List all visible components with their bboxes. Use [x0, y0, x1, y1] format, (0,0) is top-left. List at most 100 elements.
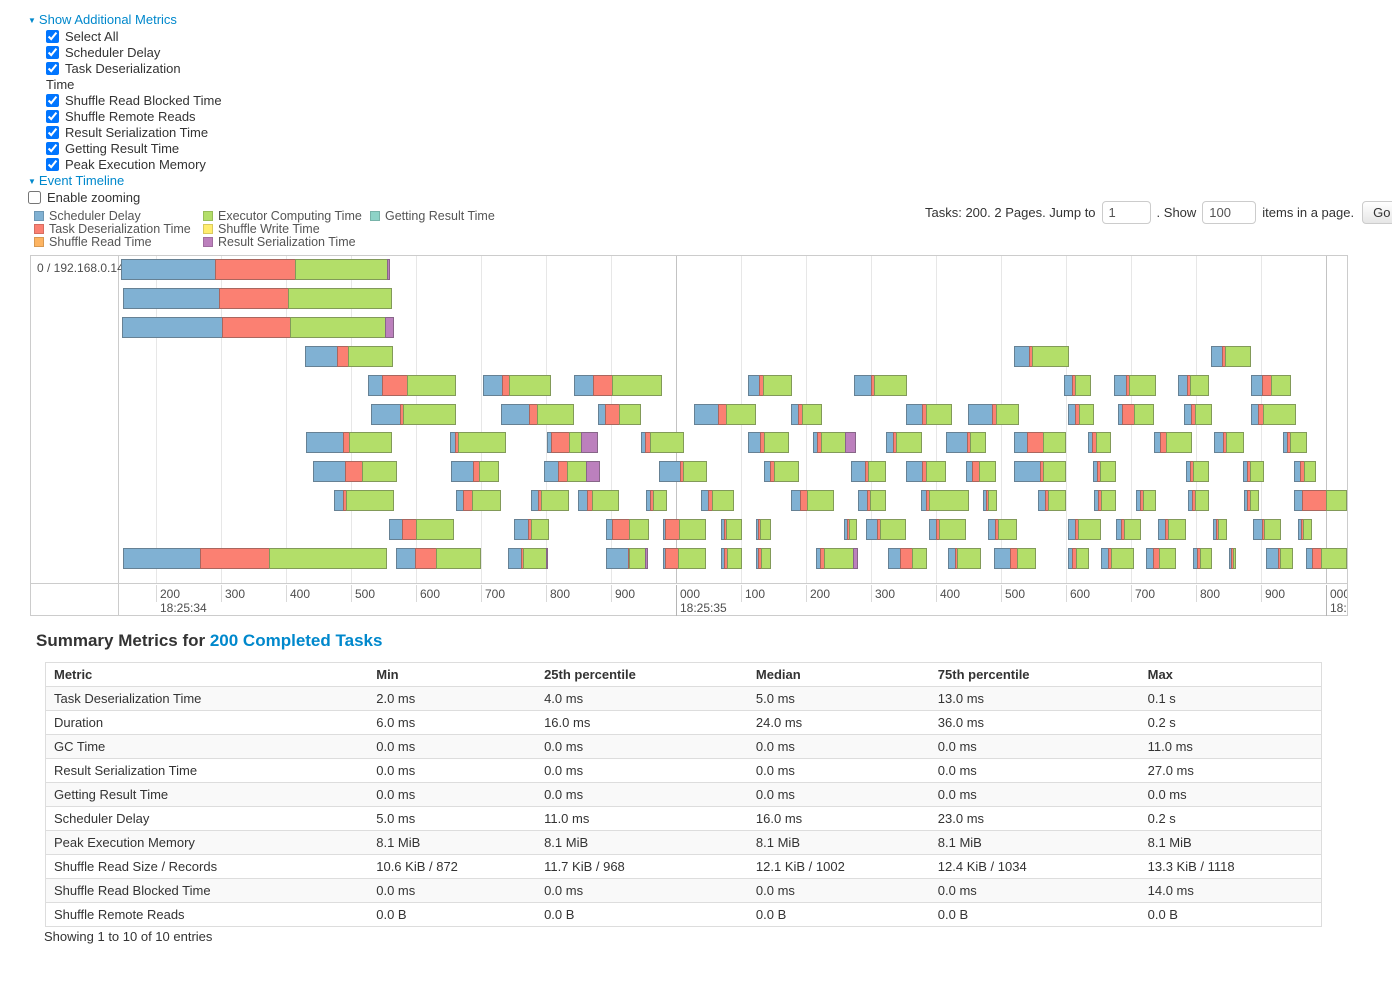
- task-bar[interactable]: [1213, 519, 1227, 540]
- task-bar[interactable]: [606, 548, 648, 569]
- task-bar[interactable]: [122, 317, 394, 338]
- task-bar[interactable]: [756, 548, 771, 569]
- metric-checkbox[interactable]: [46, 30, 59, 43]
- task-bar[interactable]: [946, 432, 986, 453]
- task-bar[interactable]: [1294, 461, 1316, 482]
- metric-checkbox-item[interactable]: Task Deserialization Time: [46, 61, 222, 93]
- task-bar[interactable]: [313, 461, 397, 482]
- task-bar[interactable]: [606, 519, 649, 540]
- task-bar[interactable]: [1116, 519, 1141, 540]
- event-timeline-toggle[interactable]: ▼ Event Timeline: [28, 173, 222, 190]
- task-bar[interactable]: [791, 404, 822, 425]
- show-additional-metrics-link[interactable]: Show Additional Metrics: [38, 12, 177, 27]
- task-bar[interactable]: [988, 519, 1017, 540]
- task-bar[interactable]: [1068, 548, 1089, 569]
- task-bar[interactable]: [1014, 432, 1066, 453]
- task-bar[interactable]: [1251, 375, 1291, 396]
- task-bar[interactable]: [858, 490, 886, 511]
- task-bar[interactable]: [966, 461, 996, 482]
- task-bar[interactable]: [1283, 432, 1307, 453]
- task-bar[interactable]: [574, 375, 662, 396]
- jump-to-page-input[interactable]: [1101, 201, 1151, 224]
- task-bar[interactable]: [1214, 432, 1244, 453]
- task-bar[interactable]: [456, 490, 501, 511]
- task-bar[interactable]: [371, 404, 456, 425]
- task-bar[interactable]: [514, 519, 549, 540]
- task-bar[interactable]: [1158, 519, 1186, 540]
- task-bar[interactable]: [906, 461, 946, 482]
- task-bar[interactable]: [1093, 461, 1116, 482]
- task-bar[interactable]: [1184, 404, 1212, 425]
- task-bar[interactable]: [123, 288, 392, 309]
- task-bar[interactable]: [1088, 432, 1111, 453]
- task-bar[interactable]: [368, 375, 456, 396]
- task-bar[interactable]: [1118, 404, 1154, 425]
- task-bar[interactable]: [854, 375, 907, 396]
- task-bar[interactable]: [305, 346, 393, 367]
- task-bar[interactable]: [483, 375, 551, 396]
- metric-checkbox-item[interactable]: Result Serialization Time: [46, 125, 222, 141]
- metric-checkbox-item[interactable]: Scheduler Delay: [46, 45, 222, 61]
- task-bar[interactable]: [1229, 548, 1236, 569]
- task-bar[interactable]: [123, 548, 387, 569]
- task-bar[interactable]: [1068, 404, 1094, 425]
- enable-zooming-option[interactable]: Enable zooming: [28, 190, 140, 205]
- event-timeline-link[interactable]: Event Timeline: [38, 173, 125, 188]
- task-bar[interactable]: [1306, 548, 1347, 569]
- task-bar[interactable]: [764, 461, 799, 482]
- task-bar[interactable]: [756, 519, 771, 540]
- task-bar[interactable]: [888, 548, 927, 569]
- task-bar[interactable]: [1186, 461, 1209, 482]
- task-bar[interactable]: [748, 432, 789, 453]
- task-bar[interactable]: [1298, 519, 1312, 540]
- metric-checkbox-item[interactable]: Shuffle Read Blocked Time: [46, 93, 222, 109]
- completed-tasks-link[interactable]: 200 Completed Tasks: [209, 631, 383, 650]
- task-bar[interactable]: [1146, 548, 1176, 569]
- task-bar[interactable]: [1094, 490, 1116, 511]
- task-bar[interactable]: [508, 548, 548, 569]
- metric-checkbox[interactable]: [46, 158, 59, 171]
- task-bar[interactable]: [1188, 490, 1209, 511]
- task-bar[interactable]: [334, 490, 394, 511]
- metric-checkbox[interactable]: [46, 62, 59, 75]
- task-bar[interactable]: [721, 548, 742, 569]
- task-bar[interactable]: [968, 404, 1019, 425]
- task-bar[interactable]: [641, 432, 684, 453]
- metric-checkbox[interactable]: [46, 126, 59, 139]
- metric-checkbox-item[interactable]: Select All: [46, 29, 222, 45]
- task-bar[interactable]: [813, 432, 856, 453]
- task-bar[interactable]: [1294, 490, 1347, 511]
- task-bar[interactable]: [886, 432, 922, 453]
- task-bar[interactable]: [1136, 490, 1156, 511]
- metric-checkbox-item[interactable]: Shuffle Remote Reads: [46, 109, 222, 125]
- task-bar[interactable]: [1114, 375, 1156, 396]
- task-bar[interactable]: [389, 519, 454, 540]
- task-bar[interactable]: [1014, 346, 1069, 367]
- task-bar[interactable]: [396, 548, 481, 569]
- task-bar[interactable]: [1154, 432, 1192, 453]
- task-bar[interactable]: [450, 432, 506, 453]
- task-bar[interactable]: [1244, 490, 1259, 511]
- task-bar[interactable]: [844, 519, 857, 540]
- task-bar[interactable]: [598, 404, 641, 425]
- task-bar[interactable]: [1253, 519, 1281, 540]
- task-bar[interactable]: [1038, 490, 1066, 511]
- task-bar[interactable]: [721, 519, 742, 540]
- task-bar[interactable]: [1101, 548, 1134, 569]
- task-bar[interactable]: [816, 548, 858, 569]
- task-bar[interactable]: [1266, 548, 1293, 569]
- task-bar[interactable]: [501, 404, 574, 425]
- metric-checkbox[interactable]: [46, 94, 59, 107]
- task-bar[interactable]: [906, 404, 952, 425]
- task-bar[interactable]: [1193, 548, 1212, 569]
- task-bar[interactable]: [1243, 461, 1264, 482]
- task-bar[interactable]: [748, 375, 792, 396]
- task-bar[interactable]: [544, 461, 600, 482]
- metric-checkbox[interactable]: [46, 110, 59, 123]
- task-bar[interactable]: [531, 490, 569, 511]
- task-bar[interactable]: [1211, 346, 1251, 367]
- task-bar[interactable]: [121, 259, 390, 280]
- task-bar[interactable]: [547, 432, 598, 453]
- task-bar[interactable]: [921, 490, 969, 511]
- task-bar[interactable]: [659, 461, 707, 482]
